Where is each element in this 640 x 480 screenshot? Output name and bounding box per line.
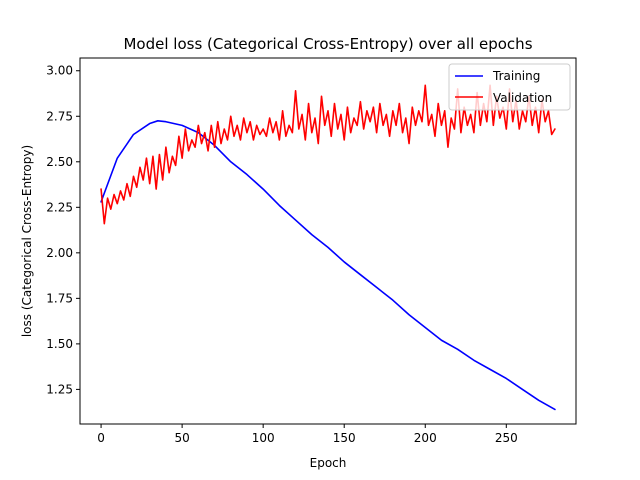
y-axis-label: loss (Categorical Cross-Entropy) [20,145,34,337]
y-tick-label: 3.00 [46,64,73,78]
y-tick-label: 2.00 [46,246,73,260]
x-tick-label: 50 [174,431,189,445]
y-tick-label: 2.75 [46,109,73,123]
x-tick-label: 100 [252,431,275,445]
y-axis-ticks: 1.25 1.50 1.75 2.00 2.25 2.50 2.75 3.00 [46,64,80,396]
series-layer [100,84,556,411]
x-tick-label: 0 [97,431,105,445]
legend-label-validation: Validation [493,91,552,105]
series-line-validation [100,84,556,225]
x-tick-label: 250 [495,431,518,445]
series-line-training [100,120,556,411]
x-axis-label: Epoch [310,456,347,470]
y-tick-label: 2.50 [46,155,73,169]
y-tick-label: 1.50 [46,337,73,351]
y-tick-label: 1.25 [46,382,73,396]
legend-label-training: Training [492,69,540,83]
x-axis-ticks: 0 50 100 150 200 250 [97,424,518,445]
y-tick-label: 1.75 [46,291,73,305]
axes-frame [79,57,577,425]
x-tick-label: 200 [414,431,437,445]
plot-area [79,57,577,425]
chart-title: Model loss (Categorical Cross-Entropy) o… [123,35,532,53]
x-tick-label: 150 [333,431,356,445]
y-tick-label: 2.25 [46,200,73,214]
legend: Training Validation [448,63,571,111]
